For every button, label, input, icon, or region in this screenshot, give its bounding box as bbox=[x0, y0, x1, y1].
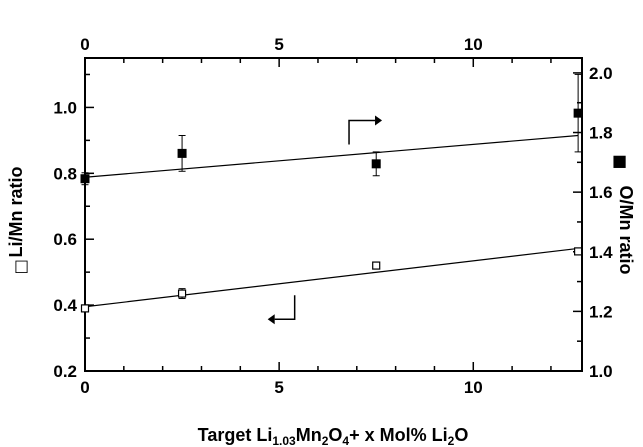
y-left-tick-label: 0.4 bbox=[53, 296, 77, 315]
x-tick-label-top: 0 bbox=[80, 35, 89, 54]
x-axis-title-text: + x Mol% Li bbox=[349, 425, 448, 445]
y-right-tick-label: 2.0 bbox=[589, 64, 613, 83]
y-right-tick-label: 1.0 bbox=[589, 362, 613, 381]
x-tick-label-top: 10 bbox=[464, 35, 483, 54]
x-tick-label-top: 5 bbox=[274, 35, 283, 54]
data-point-filled bbox=[573, 108, 583, 118]
plot-frame bbox=[84, 57, 583, 372]
x-axis-title-text: O bbox=[454, 425, 468, 445]
y-left-tick-label: 0.6 bbox=[53, 230, 77, 249]
fit-line-right bbox=[84, 134, 579, 178]
x-axis-title-subscript: 4 bbox=[342, 434, 349, 447]
arrow-left-head bbox=[267, 314, 275, 325]
y-left-axis-title: Li/Mn ratio bbox=[6, 167, 26, 258]
y-right-tick-label: 1.4 bbox=[589, 243, 613, 262]
arrow-right-head bbox=[375, 115, 383, 126]
x-axis-title-text: O bbox=[328, 425, 342, 445]
fit-line-left bbox=[84, 247, 579, 308]
arrow-right-path bbox=[348, 119, 376, 145]
axes: 0 0 5 5 10 10 0.2 0.4 0.6 0.8 1.0 1.0 1.2 1.4 1.6 1.8 2.… bbox=[53, 35, 613, 397]
data-point-open bbox=[80, 304, 90, 313]
x-tick-label-bottom: 10 bbox=[464, 378, 483, 397]
x-axis-title-text: Target Li bbox=[198, 425, 273, 445]
y-left-tick-label: 0.8 bbox=[53, 164, 77, 183]
data-point-filled bbox=[371, 159, 381, 169]
data-point-open bbox=[574, 247, 583, 256]
data-point-filled bbox=[80, 174, 90, 184]
x-axis-title-text: Mn bbox=[296, 425, 322, 445]
y-right-axis-title: O/Mn ratio bbox=[616, 186, 636, 275]
data-point-filled bbox=[177, 148, 187, 158]
x-axis-title-subscript: 2 bbox=[322, 434, 329, 447]
y-right-tick-label: 1.2 bbox=[589, 302, 613, 321]
data-points bbox=[80, 73, 583, 313]
x-axis-title-subscript: 2 bbox=[448, 434, 455, 447]
y-right-tick-label: 1.8 bbox=[589, 124, 613, 143]
x-axis-title-subscript: 1.03 bbox=[272, 434, 296, 447]
y-left-legend-marker: □ bbox=[14, 256, 29, 275]
annotations bbox=[267, 115, 383, 325]
y-right-legend-marker: ■ bbox=[612, 151, 627, 170]
arrow-left-path bbox=[274, 295, 296, 320]
x-tick-label-bottom: 0 bbox=[80, 378, 89, 397]
data-point-open bbox=[372, 261, 381, 270]
x-axis-title: Target Li1.03Mn2O4+ x Mol% Li2O bbox=[198, 425, 469, 447]
y-left-tick-label: 1.0 bbox=[53, 98, 77, 117]
y-right-tick-label: 1.6 bbox=[589, 183, 613, 202]
x-tick-label-bottom: 5 bbox=[274, 378, 283, 397]
fit-lines bbox=[84, 134, 579, 308]
y-left-tick-label: 0.2 bbox=[53, 362, 77, 381]
data-point-open bbox=[177, 289, 187, 298]
